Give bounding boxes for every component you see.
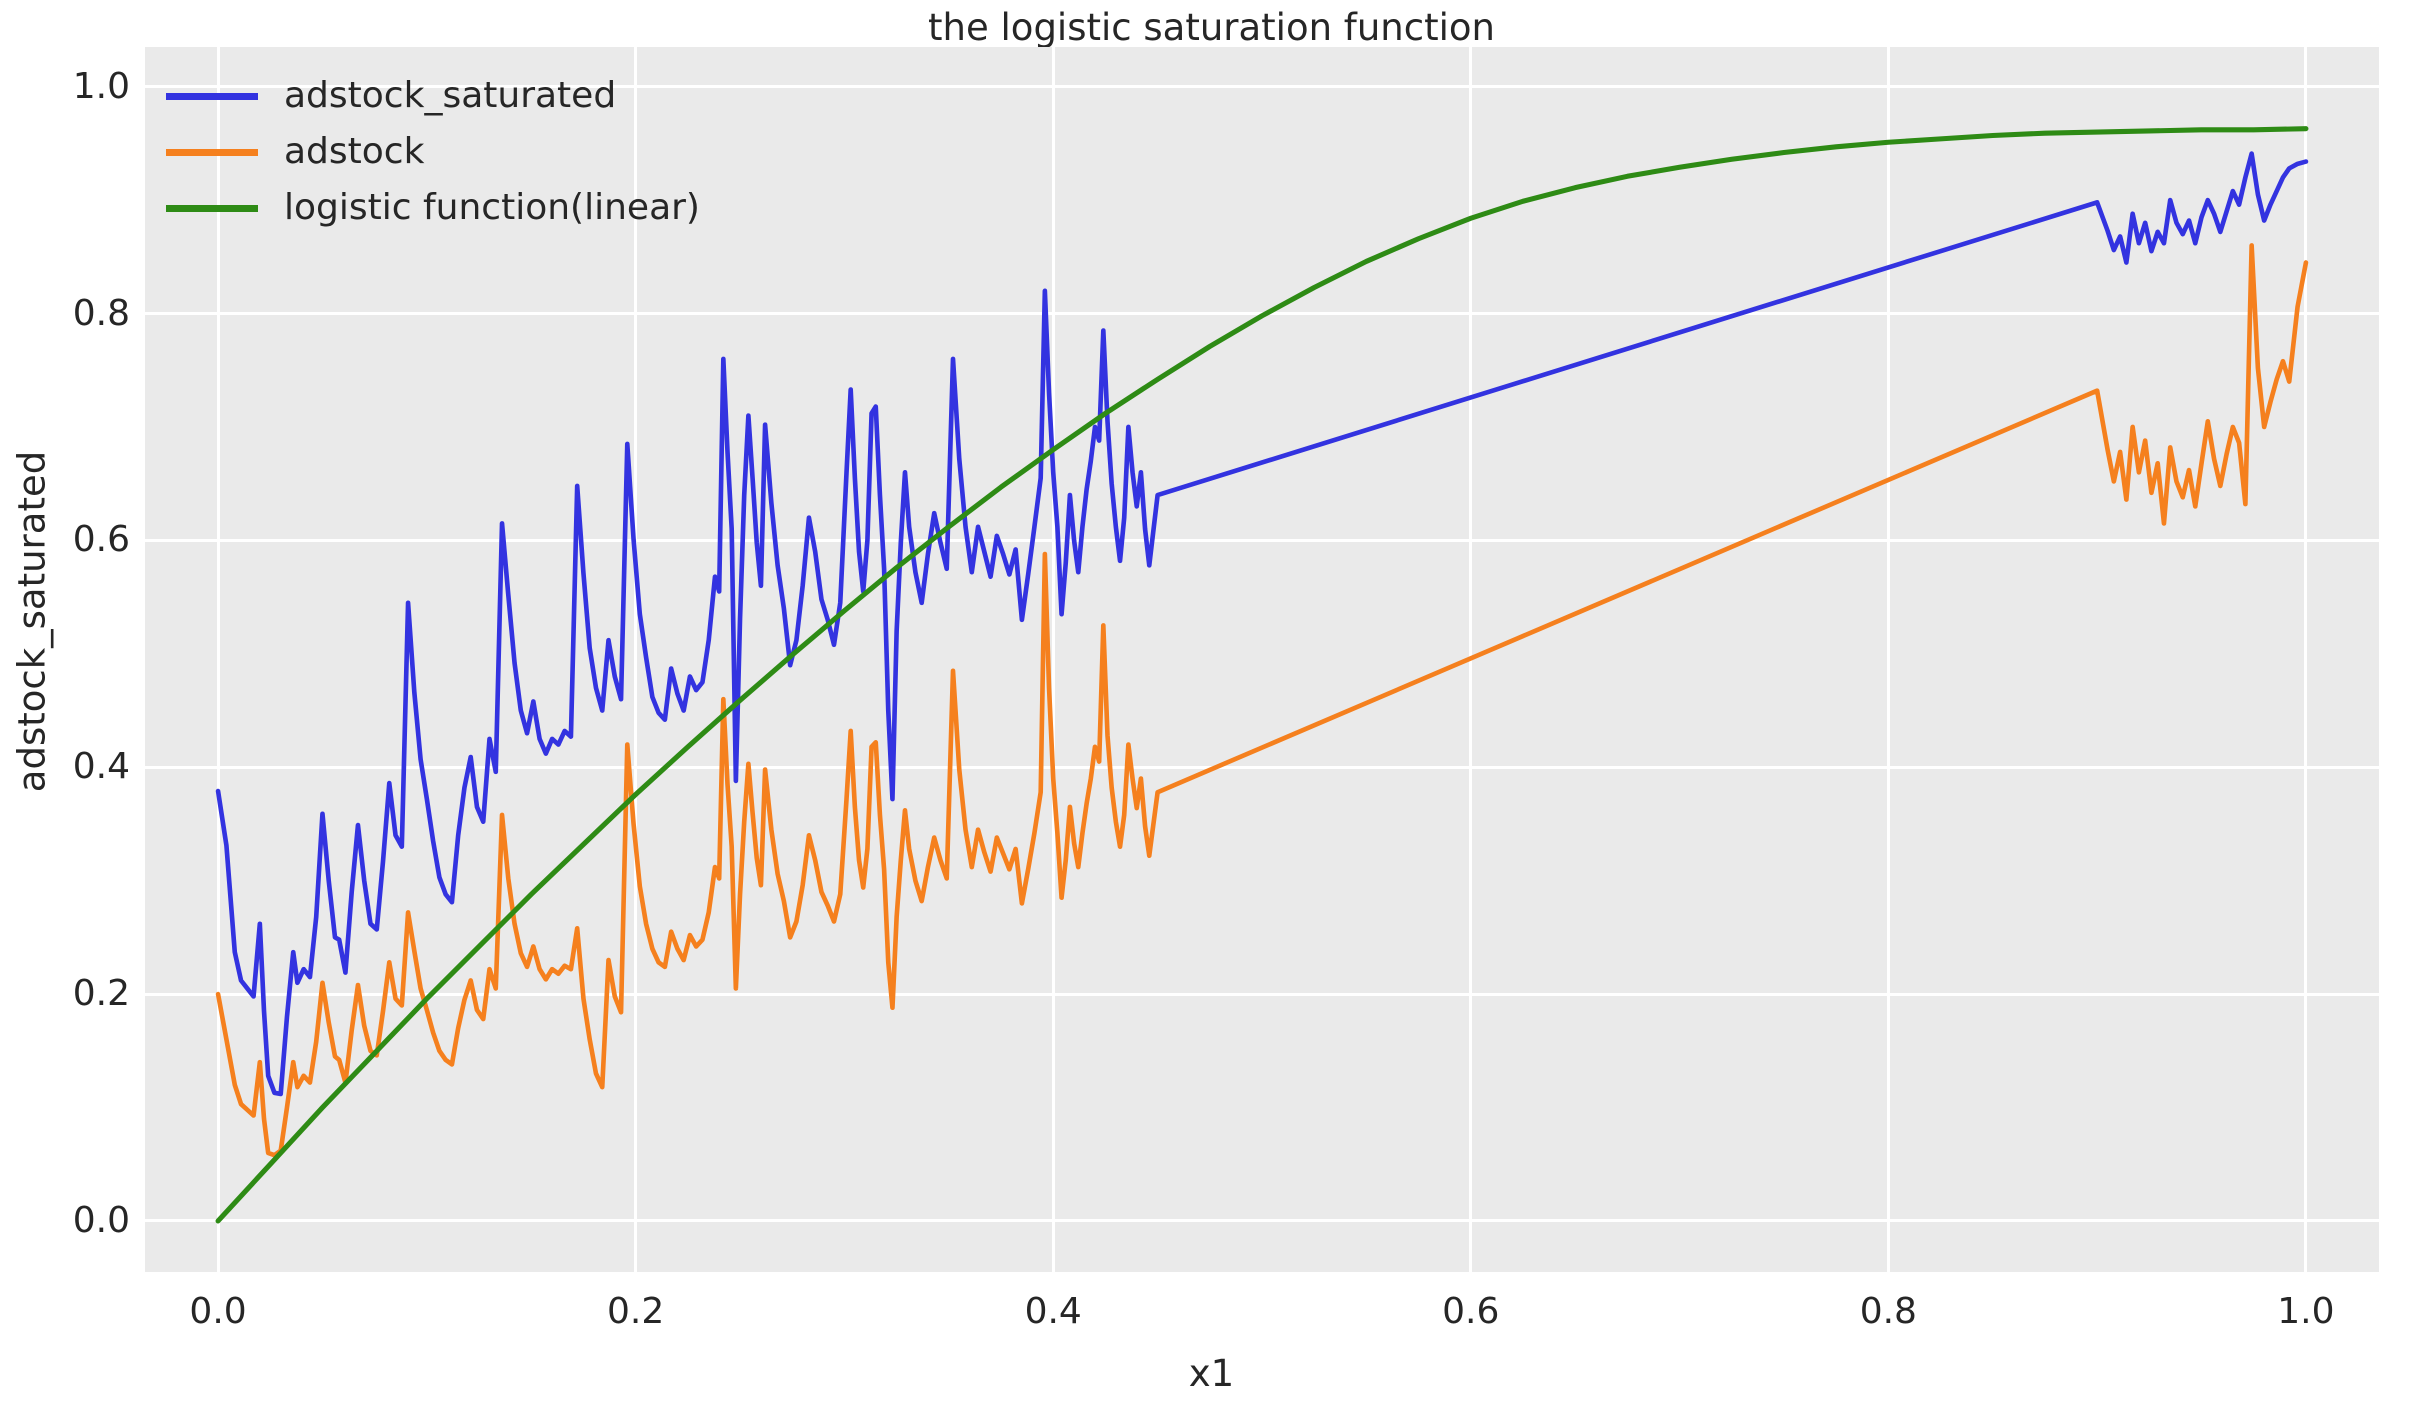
x-tick-0.4: 0.4 (1024, 1291, 1082, 1332)
gridline-y-5 (145, 85, 2379, 89)
legend-swatch-line-icon (166, 148, 258, 156)
gridline-y-1 (145, 992, 2379, 996)
legend-label: adstock (284, 131, 425, 172)
y-tick-0.2: 0.2 (72, 973, 130, 1015)
gridline-y-2 (145, 765, 2379, 769)
series-line-logistic-function-linear- (215, 126, 2309, 1224)
x-tick-0.6: 0.6 (1442, 1291, 1500, 1332)
x-tick-0.8: 0.8 (1859, 1291, 1917, 1332)
gridline-y-0 (145, 1219, 2379, 1223)
y-tick-0.0: 0.0 (72, 1199, 130, 1241)
legend-label: logistic function(linear) (284, 187, 700, 228)
gridline-x-2 (1051, 47, 1055, 1272)
legend-swatch-line-icon (166, 92, 258, 100)
plot-area (145, 47, 2379, 1272)
series-line-adstock-saturated (215, 151, 2309, 1097)
legend-label: adstock_saturated (284, 75, 617, 116)
gridline-x-1 (634, 47, 638, 1272)
y-tick-0.6: 0.6 (72, 519, 130, 561)
y-tick-0.8: 0.8 (72, 292, 130, 334)
y-axis-label: adstock_saturated (10, 450, 54, 793)
legend-item-2[interactable]: logistic function(linear) (166, 180, 700, 236)
x-axis-label: x1 (1188, 1352, 1235, 1395)
x-tick-0.2: 0.2 (607, 1291, 665, 1332)
gridline-x-0 (216, 47, 220, 1272)
y-tick-1.0: 1.0 (72, 65, 130, 107)
x-tick-1.0: 1.0 (2277, 1291, 2335, 1332)
legend-item-1[interactable]: adstock (166, 124, 700, 180)
x-tick-0.0: 0.0 (189, 1291, 247, 1332)
chart-title: the logistic saturation function (928, 6, 1495, 49)
legend-item-0[interactable]: adstock_saturated (166, 68, 700, 124)
gridline-x-4 (1886, 47, 1890, 1272)
series-lines (215, 126, 2309, 1224)
legend-swatch-line-icon (166, 204, 258, 212)
y-tick-0.4: 0.4 (72, 746, 130, 788)
series-line-adstock (215, 243, 2309, 1158)
gridline-x-5 (2304, 47, 2308, 1272)
gridline-y-3 (145, 538, 2379, 542)
